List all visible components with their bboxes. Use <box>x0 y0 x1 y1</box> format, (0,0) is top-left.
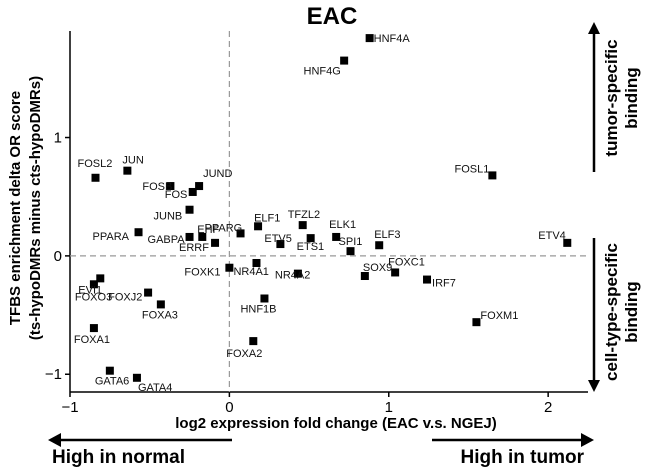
point-fosl2 <box>91 173 100 182</box>
point-gata4 <box>132 373 141 382</box>
point-label-foxc1: FOXC1 <box>388 256 425 268</box>
high-in-normal-label: High in normal <box>52 447 185 468</box>
point-fosl1 <box>488 171 497 180</box>
point-foxk1 <box>225 263 234 272</box>
point-foxo3 <box>89 280 98 289</box>
high-in-tumor-label: High in tumor <box>461 447 585 468</box>
x-tick-label: 2 <box>544 399 552 416</box>
x-axis-title: log2 expression fold change (EAC v.s. NG… <box>175 415 496 432</box>
point-label-etv5: ETV5 <box>264 233 292 245</box>
chart-title: EAC <box>307 3 358 30</box>
point-label-hnf4a: HNF4A <box>374 33 411 45</box>
point-label-spi1: SPI1 <box>339 236 363 248</box>
point-hnf4g <box>340 56 349 65</box>
point-label-foxk1: FOXK1 <box>184 267 220 279</box>
point-label-foxa3: FOXA3 <box>142 309 178 321</box>
point-label-foxm1: FOXM1 <box>480 310 518 322</box>
point-label-jund: JUND <box>203 168 232 180</box>
point-evi1 <box>96 274 105 283</box>
point-elf1 <box>254 222 263 231</box>
point-foxa2 <box>249 337 258 346</box>
point-label-ppara: PPARA <box>93 231 130 243</box>
point-label-elk1: ELK1 <box>329 219 356 231</box>
point-spi1 <box>346 247 355 256</box>
point-jund <box>195 182 204 191</box>
point-tfzl2 <box>298 221 307 230</box>
cell-type-specific-arrowhead <box>588 380 600 392</box>
x-tick-label: −1 <box>61 399 78 416</box>
y-axis-title-line2: (ts-hypoDMRs minus cts-hypoDMRs) <box>27 76 44 340</box>
point-hnf4a <box>365 34 374 43</box>
x-tick-label: 0 <box>225 399 233 416</box>
point-irf7 <box>423 275 432 284</box>
point-label-tfzl2: TFZL2 <box>288 209 320 221</box>
point-label-etv4: ETV4 <box>538 230 566 242</box>
point-nr4a1 <box>252 258 261 267</box>
point-foxj2 <box>144 288 153 297</box>
point-sox9 <box>360 272 369 281</box>
point-label-hnf1b: HNF1B <box>240 303 276 315</box>
point-label-elf1: ELF1 <box>254 212 280 224</box>
point-label-irf7: IRF7 <box>432 278 456 290</box>
point-label-nr4a2: NR4A2 <box>275 270 310 282</box>
point-errf <box>211 238 220 247</box>
high-in-normal-arrowhead <box>48 433 61 447</box>
cell-type-specific-label-line2: binding <box>622 281 641 342</box>
point-label-evi1: EVI1 <box>78 284 102 296</box>
point-gabpa <box>185 232 194 241</box>
point-ppara <box>134 228 143 237</box>
point-label-nr4a1: NR4A1 <box>233 266 268 278</box>
point-label-jun: JUN <box>122 155 143 167</box>
tumor-specific-arrowhead <box>588 22 600 34</box>
point-foxc1 <box>391 268 400 277</box>
point-label-hnf4g: HNF4G <box>304 66 341 78</box>
point-foxa3 <box>156 300 165 309</box>
point-foxm1 <box>472 318 481 327</box>
point-label-foxo3: FOXO3 <box>75 291 112 303</box>
point-junb <box>185 205 194 214</box>
cell-type-specific-label: cell-type-specific <box>602 243 621 381</box>
point-ehf <box>198 232 207 241</box>
point-label-junb: JUNB <box>154 211 183 223</box>
point-gata6 <box>105 366 114 375</box>
point-label-sox9: SOX9 <box>363 262 392 274</box>
point-fosb <box>166 182 175 191</box>
point-foxa1 <box>89 324 98 333</box>
point-label-foxa1: FOXA1 <box>74 334 110 346</box>
point-label-foxa2: FOXA2 <box>226 348 262 360</box>
x-tick-label: 1 <box>385 399 393 416</box>
point-label-ets1: ETS1 <box>297 241 325 253</box>
point-label-fosb: FOSB <box>142 181 172 193</box>
point-label-errf: ERRF <box>179 242 209 254</box>
point-label-gata4: GATA4 <box>138 382 172 394</box>
point-label-fosl2: FOSL2 <box>78 158 113 170</box>
high-in-tumor-arrowhead <box>581 433 594 447</box>
point-elk1 <box>332 232 341 241</box>
point-label-pparg: PPARG <box>205 222 243 234</box>
y-axis-title: TFBS enrichment delta OR score <box>7 91 24 325</box>
point-label-fos: FOS <box>165 189 188 201</box>
point-label-foxj2: FOXJ2 <box>108 292 142 304</box>
point-etv4 <box>563 238 572 247</box>
point-elf3 <box>375 241 384 250</box>
point-pparg <box>236 229 245 238</box>
point-ets1 <box>306 234 315 243</box>
point-nr4a2 <box>293 269 302 278</box>
point-label-elf3: ELF3 <box>374 229 400 241</box>
tumor-specific-label-line2: binding <box>622 67 641 128</box>
y-tick-label: 1 <box>54 130 62 147</box>
tumor-specific-label: tumor-specific <box>602 39 621 156</box>
point-hnf1b <box>260 294 269 303</box>
point-label-gabpa: GABPA <box>148 234 186 246</box>
point-jun <box>123 166 132 175</box>
point-label-fosl1: FOSL1 <box>455 163 490 175</box>
y-tick-label: 0 <box>54 248 62 265</box>
point-etv5 <box>276 240 285 249</box>
point-fos <box>188 187 197 196</box>
point-label-gata6: GATA6 <box>95 376 129 388</box>
point-label-ehf: EHF <box>197 224 219 236</box>
y-tick-label: −1 <box>45 366 62 383</box>
